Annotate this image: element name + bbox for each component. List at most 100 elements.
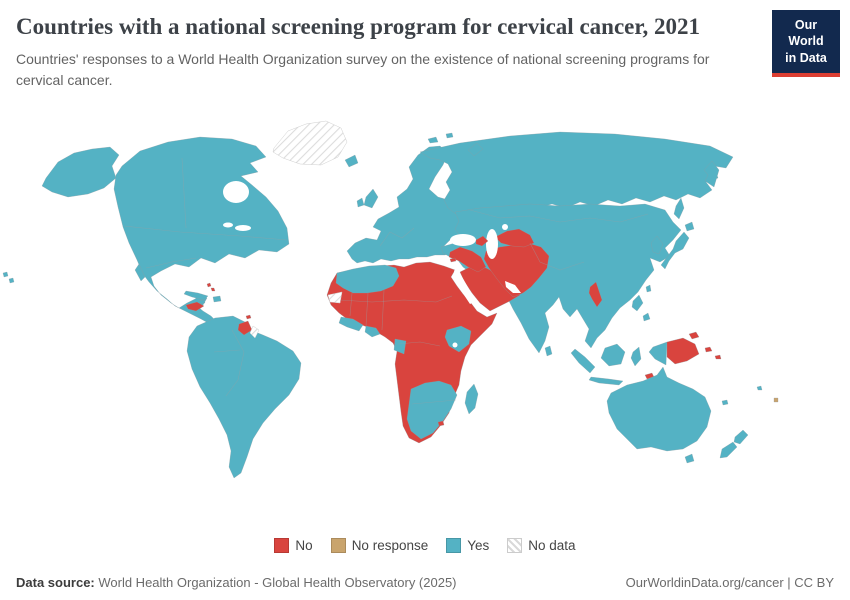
region-bahamas[interactable] xyxy=(210,287,216,292)
border-china-india xyxy=(529,242,585,271)
region-gabon[interactable] xyxy=(393,338,407,355)
region-bahamas[interactable] xyxy=(206,282,212,288)
legend-label-no-response: No response xyxy=(351,538,429,553)
border-sahel xyxy=(339,295,453,303)
map-legend: No No response Yes No data xyxy=(0,538,850,553)
page-title: Countries with a national screening prog… xyxy=(16,14,700,39)
region-kamchatka[interactable] xyxy=(703,160,720,188)
region-hispaniola[interactable] xyxy=(212,295,222,303)
region-korea[interactable] xyxy=(650,235,664,255)
region-new-caledonia[interactable] xyxy=(721,399,729,406)
owid-logo[interactable]: Our World in Data xyxy=(772,10,840,77)
legend-item-yes[interactable]: Yes xyxy=(446,538,489,553)
region-australia[interactable] xyxy=(606,366,712,452)
border-europe xyxy=(379,227,415,247)
persian-gulf xyxy=(505,281,521,293)
black-sea xyxy=(450,234,476,246)
chart-subtitle: Countries' responses to a World Health O… xyxy=(16,51,710,88)
legend-item-no-response[interactable]: No response xyxy=(330,538,429,553)
owid-logo-line1: Our World xyxy=(788,18,824,49)
region-solomon-islands[interactable] xyxy=(704,346,713,353)
region-sumatra[interactable] xyxy=(570,348,596,374)
border-us-canada xyxy=(123,225,288,241)
region-hawaii[interactable] xyxy=(2,271,9,278)
border-south-america xyxy=(213,349,241,353)
region-tasmania[interactable] xyxy=(684,453,695,464)
region-french-guiana[interactable] xyxy=(249,325,260,339)
region-russia-siberia[interactable] xyxy=(419,131,734,215)
region-arctic-island[interactable] xyxy=(445,132,454,139)
region-hokkaido[interactable] xyxy=(684,221,695,232)
region-sakhalin[interactable] xyxy=(673,197,685,220)
border-russia-south xyxy=(469,209,649,223)
region-alaska[interactable] xyxy=(41,146,120,198)
region-greenland[interactable] xyxy=(272,120,348,166)
lake-victoria xyxy=(452,342,458,348)
legend-swatch-no-response xyxy=(330,538,346,553)
region-sri-lanka[interactable] xyxy=(544,345,553,357)
region-ireland[interactable] xyxy=(356,197,365,208)
region-borneo[interactable] xyxy=(600,343,626,367)
region-hawaii[interactable] xyxy=(8,277,15,284)
border-southern-africa xyxy=(411,399,457,405)
region-honduras[interactable] xyxy=(185,301,205,312)
region-novaya-zemlya[interactable] xyxy=(467,142,484,157)
region-suriname[interactable] xyxy=(237,320,253,336)
region-west-papua[interactable] xyxy=(648,341,668,366)
region-uzbekistan-tajikistan[interactable] xyxy=(494,228,535,248)
region-pacific-island[interactable] xyxy=(773,397,779,403)
license-text: | CC BY xyxy=(783,575,834,590)
region-arctic-island[interactable] xyxy=(427,136,439,144)
region-uganda-kenya[interactable] xyxy=(444,325,472,353)
legend-item-no[interactable]: No xyxy=(274,538,313,553)
footer-right: OurWorldinData.org/cancer | CC BY xyxy=(626,575,834,590)
hudson-bay xyxy=(223,181,249,203)
region-baja-california[interactable] xyxy=(134,263,146,282)
data-source-note: Data source: World Health Organization -… xyxy=(16,575,457,590)
region-cyprus[interactable] xyxy=(449,257,457,263)
region-azerbaijan[interactable] xyxy=(475,235,489,247)
region-laos[interactable] xyxy=(588,281,603,308)
region-taiwan[interactable] xyxy=(645,284,652,293)
legend-item-no-data[interactable]: No data xyxy=(507,538,576,553)
region-southern-africa[interactable] xyxy=(406,380,458,440)
legend-swatch-yes xyxy=(446,538,462,553)
region-papua-new-guinea[interactable] xyxy=(666,337,700,365)
region-new-zealand[interactable] xyxy=(719,441,738,459)
border-central-africa xyxy=(397,341,441,347)
border-west-africa xyxy=(365,292,369,327)
region-solomon-islands[interactable] xyxy=(714,354,722,360)
region-madagascar[interactable] xyxy=(464,383,479,415)
region-bismarck-islands[interactable] xyxy=(688,331,700,340)
owid-url-link[interactable]: OurWorldinData.org/cancer xyxy=(625,575,784,590)
region-maghreb[interactable] xyxy=(335,264,400,294)
region-fiji[interactable] xyxy=(756,385,763,391)
red-sea xyxy=(454,270,476,304)
data-source-label: Data source: xyxy=(16,575,95,590)
region-western-sahara[interactable] xyxy=(327,291,343,304)
region-sulawesi[interactable] xyxy=(630,346,642,367)
region-trinidad[interactable] xyxy=(245,314,252,320)
region-eswatini[interactable] xyxy=(437,420,445,427)
region-north-america[interactable] xyxy=(113,136,290,325)
region-philippines[interactable] xyxy=(631,294,644,312)
region-united-kingdom[interactable] xyxy=(363,188,379,209)
region-guinea-coast[interactable] xyxy=(338,316,364,332)
region-japan[interactable] xyxy=(660,231,690,270)
region-jamaica[interactable] xyxy=(198,299,206,305)
region-java[interactable] xyxy=(588,376,624,386)
border-us-mexico xyxy=(145,257,197,269)
border-west-africa xyxy=(381,289,385,331)
region-philippines[interactable] xyxy=(642,312,651,322)
region-iceland[interactable] xyxy=(344,154,359,168)
region-new-zealand[interactable] xyxy=(733,429,749,445)
great-lakes xyxy=(223,222,233,228)
border-south-america xyxy=(225,329,245,397)
region-arabian-peninsula[interactable] xyxy=(459,265,521,312)
chart-header: Countries with a national screening prog… xyxy=(16,14,754,91)
region-south-america[interactable] xyxy=(186,315,302,479)
region-ghana-coast[interactable] xyxy=(364,325,381,338)
owid-logo-line2: in Data xyxy=(785,50,827,65)
